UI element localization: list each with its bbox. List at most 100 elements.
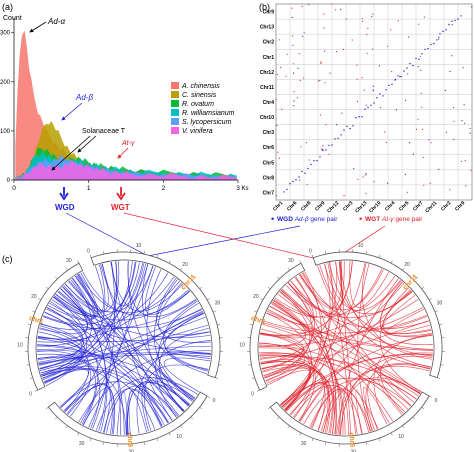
- wgt-point: [465, 185, 467, 187]
- circos-tick: [378, 438, 381, 442]
- synteny-link: [260, 299, 419, 365]
- wgt-down-arrow: [116, 187, 126, 201]
- wgt-point: [278, 157, 280, 159]
- wgd-point: [365, 173, 367, 175]
- synteny-link: [290, 280, 434, 350]
- wgd-point: [313, 160, 315, 162]
- synteny-link: [380, 356, 433, 414]
- wgt-point: [345, 18, 347, 20]
- synteny-link: [287, 282, 334, 434]
- synteny-link: [260, 359, 311, 409]
- wgt-point: [365, 104, 367, 106]
- wgd-point: [445, 29, 447, 31]
- wgt-point: [422, 156, 424, 158]
- wgd-point: [428, 139, 430, 141]
- wgt-point: [373, 181, 375, 183]
- wgd-point: [430, 43, 432, 46]
- row-label-chr5: Chr5: [263, 160, 275, 166]
- synteny-link: [103, 388, 163, 433]
- circos-tick-label: 10: [176, 434, 182, 440]
- row-label-chr8: Chr8: [263, 175, 275, 181]
- legend-swatch-s-lycopersicum: [171, 118, 179, 125]
- circos-tick: [190, 276, 193, 280]
- wgd-point: [388, 84, 390, 87]
- synteny-link: [40, 272, 169, 331]
- y-tick-label: 0: [7, 178, 11, 184]
- legend-swatch-r-williamsianum: [171, 109, 179, 116]
- wgt-point: [372, 90, 374, 92]
- legend-wgt-text: WGT At-γ gene pair: [365, 216, 423, 223]
- wgt-point: [319, 114, 321, 116]
- wgd-point: [427, 47, 429, 50]
- circos-tick-label: 20: [128, 450, 134, 452]
- synteny-link: [142, 264, 208, 375]
- wgt-point: [306, 183, 308, 185]
- wgt-point: [397, 20, 399, 22]
- wgd-point: [445, 131, 447, 133]
- wgt-point: [449, 189, 451, 191]
- wgd-point: [325, 149, 327, 151]
- wgd-point: [283, 191, 285, 193]
- circos-tick-label: 30: [215, 300, 221, 306]
- col-label-chr1: Chr1: [272, 200, 284, 212]
- col-label-chr10: Chr10: [368, 200, 382, 214]
- wgt-point: [301, 5, 303, 8]
- wgt-point: [371, 48, 374, 50]
- circos-tick: [260, 298, 263, 301]
- wgt-point: [361, 77, 363, 79]
- circos-tick: [55, 416, 58, 420]
- circos-tick-label: 0: [251, 392, 254, 398]
- circos-tick: [55, 276, 58, 280]
- circos-tick: [45, 406, 49, 410]
- synteny-link: [336, 363, 431, 435]
- wgt-point: [299, 179, 301, 181]
- col-label-chr3: Chr3: [342, 200, 354, 212]
- wgd-point: [387, 182, 389, 184]
- synteny-link: [88, 263, 147, 428]
- chromosome-band-chr1: [249, 262, 306, 391]
- synteny-link: [309, 388, 370, 433]
- circos-tick-label: 10: [239, 342, 245, 348]
- wgd-point: [358, 116, 360, 118]
- wgd-point: [463, 104, 465, 106]
- wgt-label: WGT: [111, 203, 130, 212]
- wgd-point: [289, 183, 291, 185]
- circos-tick-label: 0: [435, 398, 438, 404]
- synteny-link: [82, 271, 190, 316]
- wgt-point: [453, 120, 455, 122]
- wgd-point: [395, 78, 397, 80]
- circos-tick-label: 20: [404, 262, 410, 268]
- synteny-link: [37, 356, 92, 417]
- synteny-link: [78, 387, 111, 433]
- circos-tick: [439, 323, 443, 326]
- synteny-link: [156, 278, 210, 336]
- circos-tick-label: 10: [136, 243, 142, 249]
- row-label-chr10: Chr10: [260, 115, 274, 121]
- circos-tick: [199, 406, 203, 410]
- circos-tick: [77, 260, 80, 264]
- wgd-point: [376, 97, 378, 99]
- synteny-link: [43, 324, 208, 383]
- wgd-point: [316, 160, 318, 162]
- circos-tick: [429, 395, 432, 398]
- x-tick-label: 0: [12, 185, 16, 192]
- legend-label-s-lycopersicum: S. lycopersicum: [182, 119, 232, 126]
- synteny-link: [322, 365, 430, 432]
- dotplot-points: [275, 3, 473, 197]
- synteny-link: [128, 390, 147, 435]
- legend-label-c-sinensis: C. sinensis: [182, 92, 217, 99]
- circos-tick: [212, 310, 216, 313]
- wgt-point: [285, 75, 287, 77]
- wgt-point: [335, 51, 338, 53]
- wgt-point: [276, 73, 278, 76]
- wgd-point: [449, 70, 451, 73]
- wgd-point: [286, 188, 288, 191]
- circos-tick: [412, 276, 415, 280]
- wgd-point: [322, 149, 324, 152]
- circos-tick: [26, 364, 30, 366]
- x-tick-label: 3: [236, 185, 240, 192]
- wgt-point: [298, 53, 300, 55]
- circos-tick-label: 10: [17, 342, 23, 348]
- circos-tick-label: 0: [29, 392, 32, 398]
- wgt-point: [291, 7, 293, 9]
